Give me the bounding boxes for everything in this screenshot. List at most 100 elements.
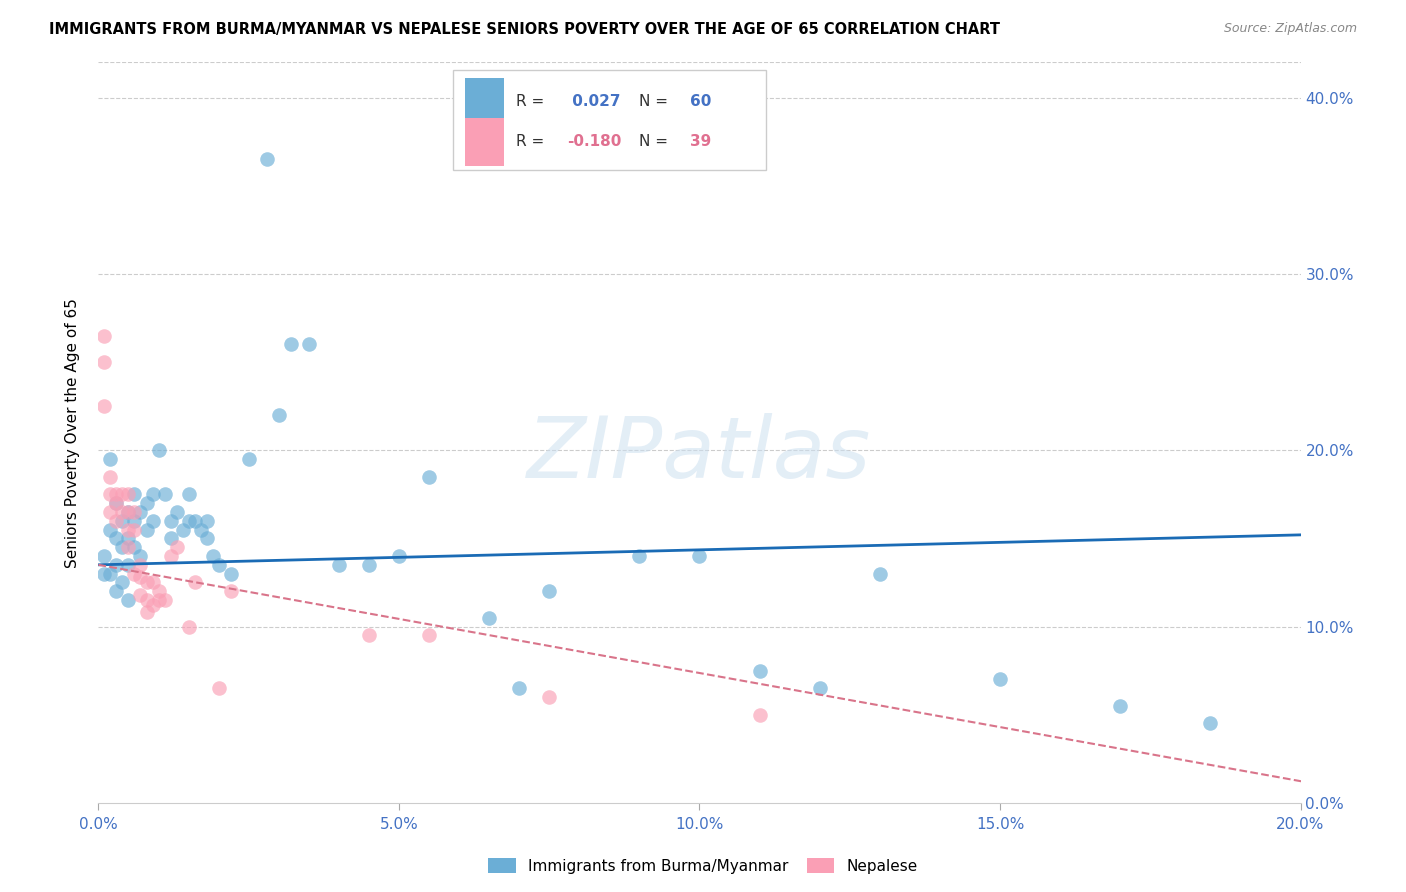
- Point: [124, 566, 146, 581]
- Point: [148, 584, 170, 599]
- Point: [141, 487, 163, 501]
- Point: [135, 593, 157, 607]
- Point: [1109, 698, 1132, 713]
- Point: [159, 549, 181, 563]
- Point: [141, 599, 163, 613]
- Point: [100, 452, 122, 467]
- Point: [117, 593, 139, 607]
- Point: [93, 399, 115, 413]
- Point: [177, 487, 200, 501]
- Point: [177, 619, 200, 633]
- Point: [418, 628, 440, 642]
- Point: [117, 540, 139, 554]
- Point: [141, 514, 163, 528]
- Point: [328, 558, 350, 572]
- Point: [105, 532, 128, 546]
- Point: [117, 487, 139, 501]
- Point: [388, 549, 411, 563]
- Point: [124, 514, 146, 528]
- Point: [748, 707, 770, 722]
- Point: [117, 532, 139, 546]
- Point: [100, 487, 122, 501]
- Point: [129, 570, 152, 584]
- Point: [111, 487, 134, 501]
- Point: [124, 505, 146, 519]
- Point: [159, 532, 181, 546]
- Point: [124, 540, 146, 554]
- Point: [219, 584, 242, 599]
- Point: [135, 575, 157, 590]
- Bar: [465, 78, 503, 126]
- Point: [190, 523, 212, 537]
- Legend: Immigrants from Burma/Myanmar, Nepalese: Immigrants from Burma/Myanmar, Nepalese: [482, 852, 924, 880]
- Point: [148, 443, 170, 458]
- Point: [153, 487, 176, 501]
- Point: [267, 408, 290, 422]
- Point: [105, 584, 128, 599]
- Point: [93, 549, 115, 563]
- Bar: [465, 118, 503, 166]
- Text: N =: N =: [640, 135, 673, 149]
- Point: [478, 611, 501, 625]
- Point: [111, 540, 134, 554]
- Point: [105, 514, 128, 528]
- Point: [135, 523, 157, 537]
- Text: 0.027: 0.027: [567, 95, 621, 110]
- Point: [201, 549, 224, 563]
- Point: [117, 505, 139, 519]
- Point: [869, 566, 891, 581]
- Point: [93, 355, 115, 369]
- Point: [1199, 716, 1222, 731]
- Point: [129, 558, 152, 572]
- Point: [129, 549, 152, 563]
- Point: [100, 505, 122, 519]
- Point: [166, 505, 188, 519]
- Text: R =: R =: [516, 95, 548, 110]
- Point: [100, 523, 122, 537]
- Point: [129, 505, 152, 519]
- Point: [538, 690, 561, 704]
- Point: [135, 606, 157, 620]
- Point: [238, 452, 260, 467]
- Point: [148, 593, 170, 607]
- Point: [357, 628, 380, 642]
- Point: [105, 487, 128, 501]
- Point: [298, 337, 321, 351]
- Point: [357, 558, 380, 572]
- Point: [105, 496, 128, 510]
- Point: [124, 487, 146, 501]
- Point: [183, 514, 205, 528]
- Point: [177, 514, 200, 528]
- Text: N =: N =: [640, 95, 673, 110]
- Point: [418, 469, 440, 483]
- Point: [117, 505, 139, 519]
- Point: [117, 523, 139, 537]
- Point: [105, 558, 128, 572]
- Point: [111, 514, 134, 528]
- Point: [195, 532, 218, 546]
- Point: [129, 588, 152, 602]
- Point: [93, 328, 115, 343]
- Point: [124, 523, 146, 537]
- Point: [141, 575, 163, 590]
- Point: [748, 664, 770, 678]
- Point: [808, 681, 831, 696]
- Point: [256, 153, 278, 167]
- Point: [100, 566, 122, 581]
- Point: [135, 496, 157, 510]
- Point: [172, 523, 194, 537]
- Point: [219, 566, 242, 581]
- Point: [538, 584, 561, 599]
- Point: [153, 593, 176, 607]
- Point: [280, 337, 302, 351]
- Point: [195, 514, 218, 528]
- FancyBboxPatch shape: [453, 70, 766, 169]
- Point: [166, 540, 188, 554]
- Text: -0.180: -0.180: [567, 135, 621, 149]
- Text: IMMIGRANTS FROM BURMA/MYANMAR VS NEPALESE SENIORS POVERTY OVER THE AGE OF 65 COR: IMMIGRANTS FROM BURMA/MYANMAR VS NEPALES…: [49, 22, 1000, 37]
- Point: [208, 558, 231, 572]
- Point: [628, 549, 651, 563]
- Point: [93, 566, 115, 581]
- Point: [208, 681, 231, 696]
- Point: [988, 673, 1011, 687]
